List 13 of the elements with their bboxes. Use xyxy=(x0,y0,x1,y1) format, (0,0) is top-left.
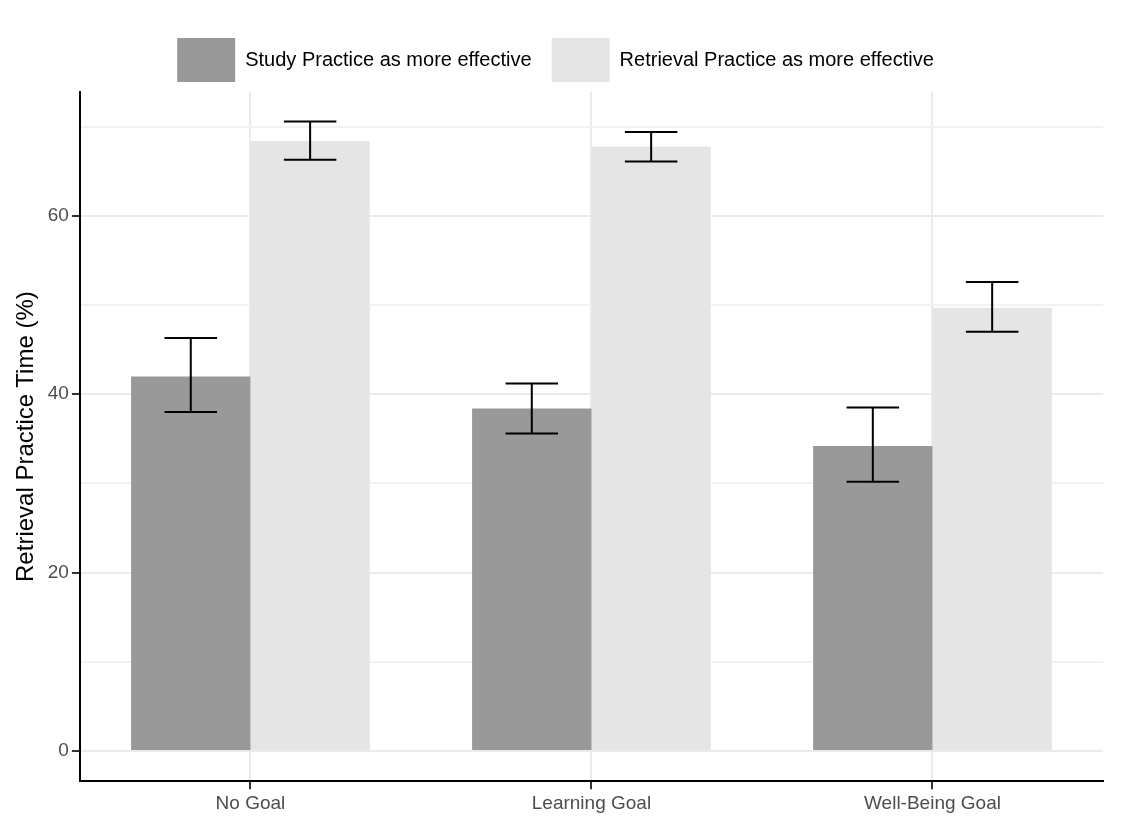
legend-label: Study Practice as more effective xyxy=(245,47,532,70)
legend-label: Retrieval Practice as more effective xyxy=(619,47,934,70)
y-tick-label: 20 xyxy=(47,560,69,582)
bar xyxy=(131,376,251,750)
x-tick-label: Learning Goal xyxy=(531,791,652,813)
y-tick-label: 60 xyxy=(47,204,69,226)
y-axis-title: Retrieval Practice Time (%) xyxy=(11,291,39,582)
bar xyxy=(472,408,592,750)
y-tick-label: 0 xyxy=(58,739,69,761)
bar xyxy=(813,445,933,750)
x-tick-label: Well-Being Goal xyxy=(864,791,1001,813)
x-tick-label: No Goal xyxy=(215,791,286,813)
y-tick-label: 40 xyxy=(47,382,69,404)
